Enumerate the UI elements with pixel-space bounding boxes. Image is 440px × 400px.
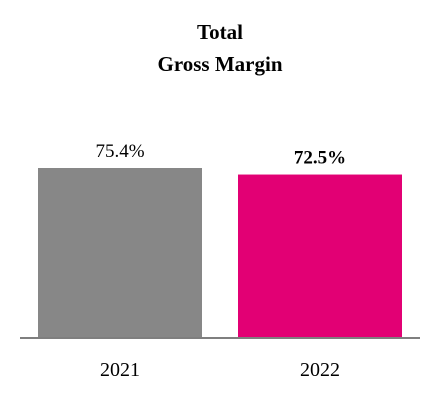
x-tick-label-2021: 2021 (100, 359, 140, 381)
x-tick-label-2022: 2022 (300, 359, 340, 381)
bar-2022 (238, 174, 402, 338)
data-label-2021: 75.4% (95, 141, 144, 162)
bar-2021 (38, 168, 202, 338)
chart-title-line-1: Total (197, 20, 243, 44)
bar-series: 75.4% 2021 72.5% 2022 (38, 141, 402, 381)
data-label-2022: 72.5% (294, 148, 346, 169)
chart-title-line-2: Gross Margin (157, 52, 282, 76)
